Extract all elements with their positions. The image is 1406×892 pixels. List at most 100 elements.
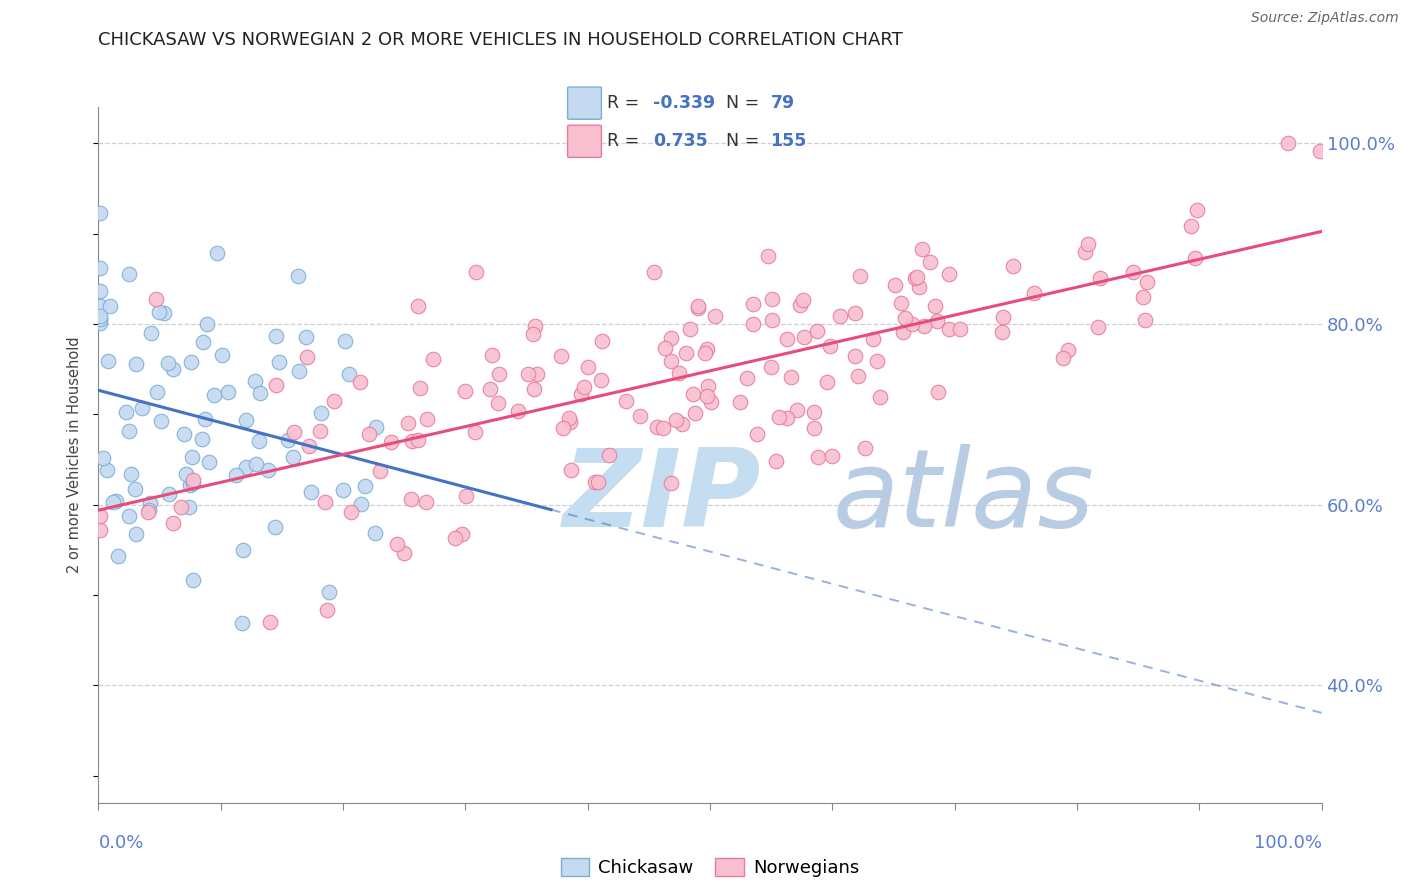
- Point: [288, 364, 311, 378]
- Point: [523, 319, 546, 334]
- Point: [281, 450, 304, 464]
- Point: [181, 474, 204, 488]
- Point: [205, 246, 228, 260]
- Point: [124, 482, 146, 496]
- Point: [283, 425, 305, 439]
- Point: [191, 432, 214, 446]
- Point: [174, 467, 197, 481]
- Text: -0.339: -0.339: [654, 95, 716, 112]
- Point: [643, 265, 665, 279]
- Point: [131, 401, 153, 416]
- Point: [318, 585, 340, 599]
- Point: [465, 265, 488, 279]
- Point: [309, 407, 332, 421]
- Point: [299, 484, 322, 499]
- Point: [89, 205, 111, 219]
- Point: [394, 546, 416, 560]
- Point: [454, 489, 477, 503]
- Point: [247, 434, 270, 448]
- Point: [765, 453, 787, 467]
- Point: [481, 348, 503, 362]
- Point: [789, 298, 811, 312]
- Point: [101, 495, 124, 509]
- Point: [139, 496, 162, 510]
- Point: [912, 318, 935, 333]
- Point: [686, 299, 709, 313]
- Point: [89, 284, 111, 298]
- Point: [463, 425, 485, 439]
- Point: [232, 542, 254, 557]
- Point: [332, 483, 354, 498]
- Text: R =: R =: [606, 132, 644, 150]
- Point: [1057, 343, 1080, 357]
- Point: [679, 322, 702, 336]
- Point: [89, 508, 111, 523]
- Point: [693, 346, 716, 360]
- Point: [866, 353, 889, 368]
- Point: [297, 350, 319, 364]
- Point: [901, 317, 924, 331]
- Point: [682, 387, 704, 401]
- FancyBboxPatch shape: [568, 125, 602, 157]
- Point: [890, 295, 912, 310]
- Point: [703, 309, 725, 323]
- Point: [1184, 251, 1206, 265]
- Point: [245, 458, 267, 472]
- Point: [735, 371, 758, 385]
- Point: [793, 330, 815, 344]
- Point: [686, 301, 709, 316]
- Point: [364, 525, 387, 540]
- Point: [264, 377, 287, 392]
- Point: [486, 396, 509, 410]
- Point: [1132, 290, 1154, 304]
- Point: [569, 386, 592, 401]
- Text: Source: ZipAtlas.com: Source: ZipAtlas.com: [1251, 11, 1399, 25]
- Point: [198, 454, 221, 468]
- Point: [1136, 276, 1159, 290]
- Point: [792, 293, 814, 307]
- Point: [1002, 259, 1025, 273]
- Point: [1077, 236, 1099, 251]
- Point: [1088, 271, 1111, 285]
- Y-axis label: 2 or more Vehicles in Household: 2 or more Vehicles in Household: [67, 336, 83, 574]
- Point: [891, 325, 914, 339]
- Point: [145, 292, 167, 306]
- Point: [89, 311, 111, 326]
- Point: [560, 463, 582, 477]
- Point: [340, 506, 363, 520]
- Point: [202, 387, 225, 401]
- Point: [598, 448, 620, 462]
- Point: [1052, 351, 1074, 365]
- Point: [408, 381, 430, 395]
- Text: 0.0%: 0.0%: [98, 834, 143, 852]
- Point: [927, 385, 949, 400]
- Point: [1122, 265, 1144, 279]
- Point: [776, 411, 799, 425]
- Point: [614, 394, 637, 409]
- Point: [162, 516, 184, 531]
- Point: [696, 389, 718, 403]
- Point: [146, 384, 169, 399]
- Point: [894, 311, 917, 326]
- Point: [385, 536, 408, 550]
- Text: R =: R =: [606, 95, 644, 112]
- Point: [170, 500, 193, 514]
- Point: [314, 495, 336, 509]
- Point: [156, 356, 179, 370]
- Point: [1185, 203, 1208, 218]
- Point: [949, 322, 972, 336]
- Point: [862, 332, 884, 346]
- Point: [927, 314, 949, 328]
- Point: [884, 278, 907, 293]
- Point: [96, 463, 118, 477]
- Point: [368, 464, 391, 478]
- Point: [350, 497, 373, 511]
- Point: [904, 271, 927, 285]
- Point: [654, 341, 676, 355]
- Point: [589, 373, 612, 387]
- Point: [97, 354, 120, 368]
- Text: 79: 79: [770, 95, 794, 112]
- Point: [120, 467, 142, 481]
- Point: [803, 405, 825, 419]
- Text: 100.0%: 100.0%: [1254, 834, 1322, 852]
